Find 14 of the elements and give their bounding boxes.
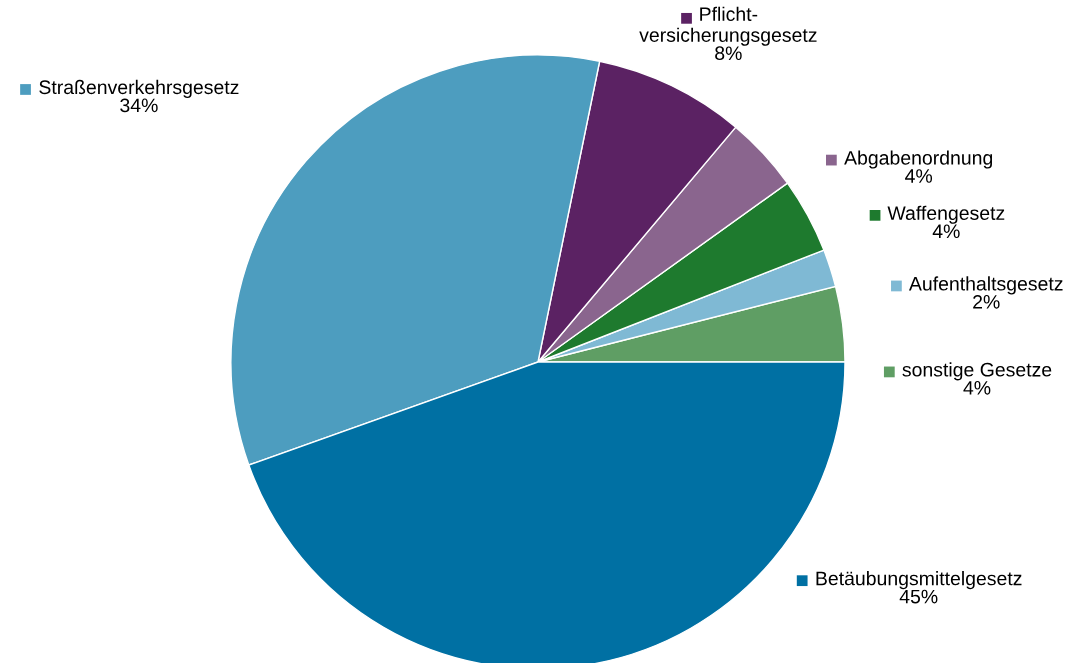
legend-label: Waffengesetz [887,205,1005,224]
legend-label: Aufenthaltsgesetz [908,276,1063,295]
legend-label: Betäubungsmittelgesetz [816,571,1022,590]
legend-label: Abgabenordnung [844,150,993,169]
data-label: 4% [932,224,960,239]
data-label: 8% [715,46,742,61]
data-label: 4% [905,169,933,183]
legend-label: sonstige Gesetze [902,362,1052,381]
data-label: 45% [899,589,938,604]
data-label: 4% [963,381,991,395]
data-label: 34% [120,98,158,113]
legend-label: Straßenverkehrsgesetz [39,79,239,98]
legend-label: Pflicht- versicherungsgesetz [639,6,817,46]
data-label: 2% [973,294,1000,309]
